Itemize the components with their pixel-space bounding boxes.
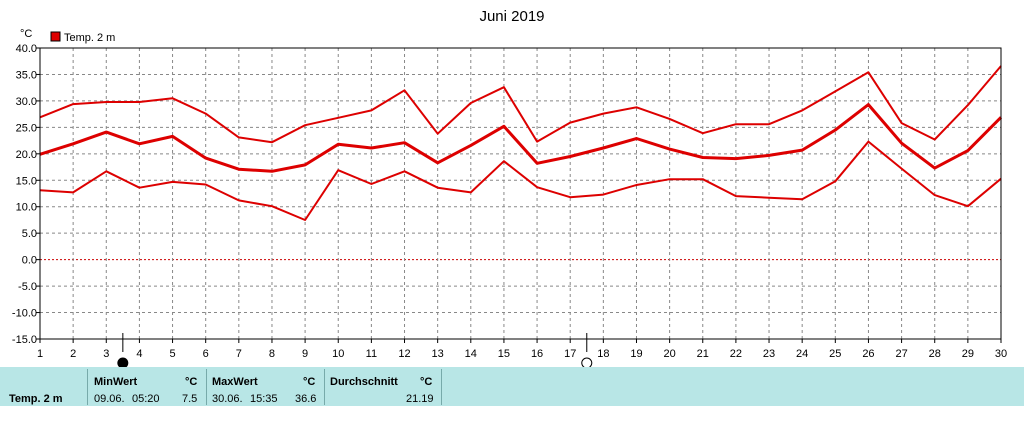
x-tick-label: 6: [203, 348, 209, 360]
y-tick-label: 5.0: [22, 228, 37, 240]
y-tick-label: 30.0: [16, 96, 37, 108]
y-tick-label: 0.0: [22, 255, 37, 267]
x-tick-label: 24: [796, 348, 808, 360]
legend-swatch: [50, 31, 61, 42]
x-tick-label: 30: [995, 348, 1007, 360]
min-unit: °C: [185, 376, 198, 388]
max-time: 15:35: [250, 393, 278, 405]
max-unit: °C: [303, 376, 316, 388]
x-tick-label: 7: [236, 348, 242, 360]
x-tick-label: 23: [763, 348, 775, 360]
x-tick-label: 27: [895, 348, 907, 360]
y-axis-ticks: 40.0 35.0 30.0 25.0 20.0 15.0 10.0 5.0 0.0 -5.0 -1…: [12, 43, 40, 346]
min-header: MinWert: [94, 376, 138, 388]
x-tick-label: 25: [829, 348, 841, 360]
x-tick-label: 11: [366, 348, 377, 360]
x-tick-label: 1: [37, 348, 43, 360]
footer-divider: [441, 369, 442, 405]
x-tick-label: 8: [269, 348, 275, 360]
x-tick-label: 29: [962, 348, 974, 360]
series-line-min: [39, 140, 1002, 221]
x-tick-label: 10: [332, 348, 344, 360]
x-tick-label: 28: [929, 348, 941, 360]
chart-title: Juni 2019: [479, 8, 544, 25]
y-tick-label: 20.0: [16, 149, 37, 161]
y-tick-label: 35.0: [16, 69, 37, 81]
x-tick-label: 9: [302, 348, 308, 360]
x-tick-label: 4: [136, 348, 142, 360]
x-tick-label: 18: [597, 348, 609, 360]
min-time: 05:20: [132, 393, 160, 405]
x-tick-label: 5: [169, 348, 175, 360]
x-tick-label: 12: [398, 348, 410, 360]
x-tick-label: 17: [564, 348, 576, 360]
y-tick-label: -10.0: [12, 308, 37, 320]
y-tick-label: 10.0: [16, 202, 37, 214]
x-tick-label: 21: [697, 348, 709, 360]
avg-unit: °C: [420, 376, 433, 388]
avg-value: 21.19: [406, 393, 434, 405]
max-value: 36.6: [295, 393, 317, 405]
y-unit-label: °C: [20, 28, 32, 40]
y-tick-label: -5.0: [18, 281, 37, 293]
moon-phases: [117, 333, 593, 367]
x-tick-label: 19: [630, 348, 642, 360]
footer-divider: [206, 369, 207, 405]
grid: [40, 48, 1001, 339]
legend-label: Temp. 2 m: [64, 32, 115, 44]
y-tick-label: 25.0: [16, 122, 37, 134]
x-tick-label: 26: [862, 348, 874, 360]
new-moon-icon: [581, 357, 593, 367]
x-tick-label: 14: [465, 348, 477, 360]
x-tick-label: 16: [531, 348, 543, 360]
footer-divider: [87, 369, 88, 405]
x-tick-label: 15: [498, 348, 510, 360]
max-date: 30.06.: [212, 393, 243, 405]
avg-header: Durchschnitt: [330, 376, 398, 388]
x-tick-label: 22: [730, 348, 742, 360]
min-value: 7.5: [182, 393, 198, 405]
max-header: MaxWert: [212, 376, 258, 388]
series-lines: [39, 65, 1003, 221]
series-line-mean: [39, 103, 1003, 173]
y-tick-label: 40.0: [16, 43, 37, 55]
min-date: 09.06.: [94, 393, 125, 405]
x-tick-label: 2: [70, 348, 76, 360]
x-tick-label: 13: [432, 348, 444, 360]
full-moon-icon: [117, 357, 129, 367]
stats-footer: Temp. 2 m MinWert °C 09.06. 05:20 7.5 Ma…: [0, 367, 1024, 406]
x-tick-label: 20: [663, 348, 675, 360]
temperature-chart: Juni 2019 °C Temp. 2 m 40.035.030.025.02…: [12, 8, 1007, 367]
footer-series-label: Temp. 2 m: [9, 393, 63, 405]
y-tick-label: 15.0: [16, 175, 37, 187]
y-tick-label: -15.0: [12, 334, 37, 346]
x-axis-ticks: 1 2 3 4 5 6 7 8 9 10 11 12 13 14 15 16 17 18 19 20 21 22 23 24 2…: [37, 339, 1007, 360]
series-line-max: [39, 65, 1002, 144]
footer-divider: [324, 369, 325, 405]
x-tick-label: 3: [103, 348, 109, 360]
plot-frame: [39, 47, 1002, 340]
